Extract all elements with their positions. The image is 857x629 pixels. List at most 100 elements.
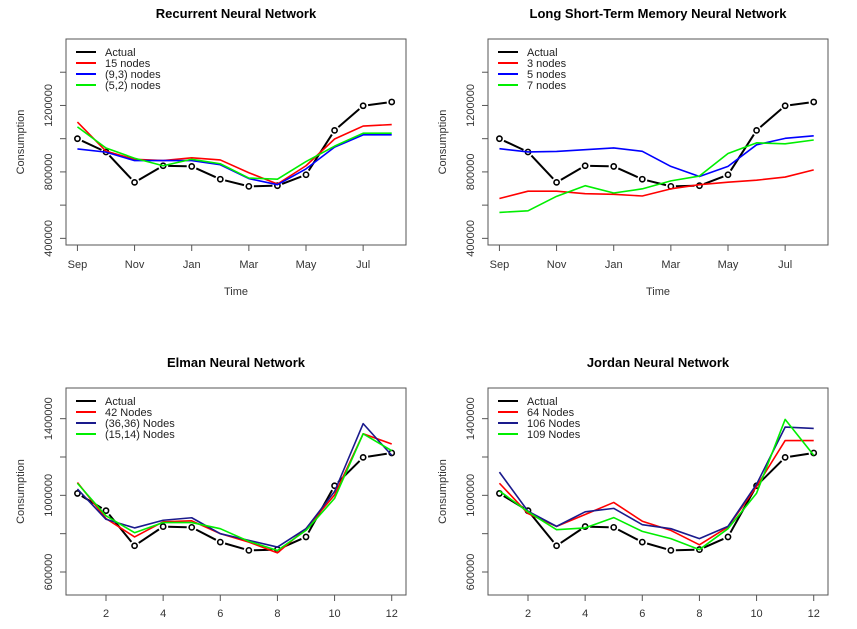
series-segment: [560, 167, 582, 181]
y-tick-label: 1400000: [465, 397, 477, 440]
x-tick-label: 8: [274, 608, 280, 620]
chart-title: Recurrent Neural Network: [156, 6, 317, 21]
data-point: [74, 135, 81, 143]
data-point: [696, 546, 703, 553]
series-segment: [108, 154, 132, 180]
data-point: [753, 126, 760, 134]
data-point: [638, 538, 646, 546]
series-segment: [195, 528, 217, 541]
x-tick-label: 12: [386, 608, 398, 620]
x-tick-label: Jan: [605, 259, 623, 271]
x-tick-label: 6: [639, 608, 645, 620]
data-point: [245, 546, 253, 554]
legend-label: 7 nodes: [527, 80, 567, 92]
x-tick-label: May: [296, 259, 317, 271]
x-tick-label: 6: [217, 608, 223, 620]
series-line: [498, 439, 814, 546]
series-42-nodes: [76, 433, 392, 554]
x-tick-label: May: [718, 259, 739, 271]
x-tick-label: Jul: [356, 259, 370, 271]
legend-label: 106 Nodes: [527, 418, 581, 430]
chart-panel-3: Elman Neural Network 600000 1000000 1400000…: [15, 355, 407, 620]
series-line: [76, 433, 393, 552]
series-segment: [367, 452, 387, 458]
data-point: [302, 171, 310, 179]
data-point: [388, 98, 396, 106]
x-tick-label: 4: [582, 608, 588, 620]
series-actual: [74, 98, 396, 190]
y-tick-label: 400000: [43, 220, 55, 257]
legend-label: 15 nodes: [105, 58, 151, 70]
y-tick-label: 600000: [43, 554, 55, 591]
data-point: [553, 542, 560, 550]
plot-frame: [65, 387, 407, 596]
series-segment: [530, 513, 555, 543]
x-tick-label: 4: [160, 608, 166, 620]
x-tick-label: Mar: [239, 259, 258, 271]
series-line: [76, 422, 393, 548]
data-point: [496, 135, 503, 143]
series-7-nodes: [499, 139, 814, 214]
x-tick-label: Jan: [183, 259, 201, 271]
series-segment: [138, 528, 160, 544]
legend-label: (15,14) Nodes: [105, 429, 175, 441]
data-point: [781, 453, 789, 461]
legend-label: (36,36) Nodes: [105, 418, 175, 430]
y-tick-label: 1200000: [43, 84, 55, 127]
data-point: [216, 538, 224, 546]
x-tick-label: Nov: [125, 259, 145, 271]
legend-label: (9,3) nodes: [105, 69, 161, 81]
x-tick-label: 8: [696, 608, 702, 620]
legend-label: 5 nodes: [527, 69, 567, 81]
data-point: [359, 453, 367, 461]
legend-label: Actual: [105, 396, 136, 408]
x-tick-label: 10: [750, 608, 762, 620]
series-segment: [195, 167, 217, 179]
series-segment: [224, 179, 245, 187]
legend-label: Actual: [527, 47, 558, 59]
series-segment: [337, 108, 361, 128]
data-point: [781, 102, 789, 110]
data-point: [159, 523, 167, 530]
y-tick-label: 400000: [465, 220, 477, 257]
plot-frame: [487, 387, 829, 596]
series-5-2-nodes: [76, 126, 392, 181]
chart-panel-2: Long Short-Term Memory Neural Network 400…: [437, 6, 829, 298]
legend-label: 42 Nodes: [105, 407, 153, 419]
legend-label: Actual: [527, 396, 558, 408]
series-segment: [138, 167, 160, 181]
data-point: [638, 175, 646, 183]
y-tick-label: 1000000: [465, 474, 477, 517]
data-point: [610, 163, 618, 170]
legend-label: 64 Nodes: [527, 407, 575, 419]
data-point: [810, 98, 818, 106]
series-segment: [560, 528, 582, 544]
legend-label: 3 nodes: [527, 58, 567, 70]
data-point: [359, 102, 367, 110]
series-segment: [617, 528, 639, 541]
series-segment: [703, 538, 724, 549]
series-line: [76, 433, 392, 554]
y-tick-label: 1200000: [465, 84, 477, 127]
y-axis-label: Consumption: [437, 110, 449, 175]
data-point: [188, 523, 196, 531]
x-tick-label: 10: [328, 608, 340, 620]
series-actual: [496, 98, 818, 190]
series-106-nodes: [498, 426, 814, 540]
series-3-nodes: [499, 169, 814, 200]
x-tick-label: Sep: [68, 259, 88, 271]
data-point: [724, 533, 732, 541]
series-line: [76, 126, 392, 181]
x-axis-label: Time: [646, 286, 670, 298]
series-segment: [617, 167, 639, 179]
legend-label: Actual: [105, 47, 136, 59]
series-109-nodes: [498, 418, 815, 551]
series-line: [499, 169, 814, 200]
data-point: [302, 533, 310, 541]
data-point: [74, 490, 81, 497]
series-line: [499, 139, 814, 214]
series-segment: [224, 542, 245, 550]
x-tick-label: 2: [103, 608, 109, 620]
